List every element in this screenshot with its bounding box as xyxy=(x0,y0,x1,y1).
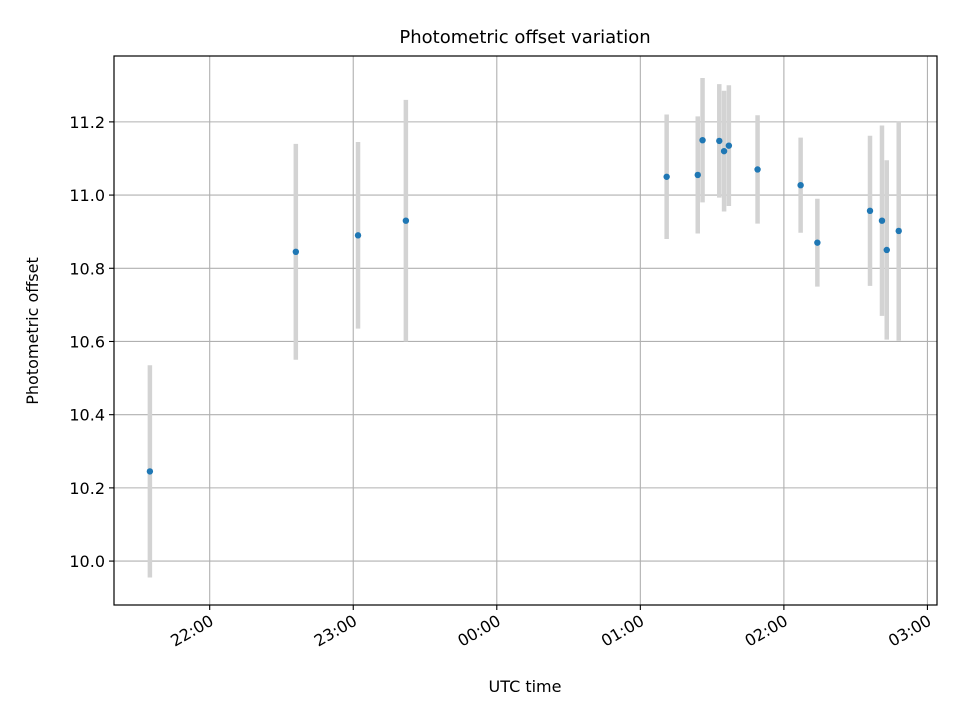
y-tick-label: 10.0 xyxy=(69,552,105,571)
y-tick-label: 11.0 xyxy=(69,186,105,205)
x-axis-label: UTC time xyxy=(489,677,562,696)
data-point xyxy=(720,147,728,155)
data-point xyxy=(814,239,821,246)
data-point xyxy=(866,207,874,215)
y-tick-label: 11.2 xyxy=(69,113,105,132)
y-axis-ticks: 10.0 10.2 10.4 10.6 10.8 11.0 11.2 xyxy=(69,113,114,571)
data-point xyxy=(725,142,733,149)
y-tick-label: 10.2 xyxy=(69,479,105,498)
y-tick-label: 10.8 xyxy=(69,259,105,278)
data-point xyxy=(716,137,723,145)
data-point xyxy=(402,217,410,224)
data-point xyxy=(663,173,670,180)
data-point xyxy=(699,136,706,144)
data-point xyxy=(797,181,804,189)
data-point xyxy=(883,246,890,254)
data-point xyxy=(754,166,761,173)
data-point xyxy=(354,232,362,239)
data-point xyxy=(878,217,886,224)
data-point xyxy=(694,171,701,179)
y-tick-label: 10.4 xyxy=(69,406,105,425)
chart-title: Photometric offset variation xyxy=(399,27,650,48)
plot-frame xyxy=(113,55,938,606)
data-point xyxy=(895,227,902,235)
data-point xyxy=(292,248,300,256)
grid xyxy=(114,56,937,605)
y-tick-label: 10.6 xyxy=(69,332,105,351)
y-axis-label: Photometric offset xyxy=(23,257,42,405)
data-point xyxy=(146,468,154,475)
data-points xyxy=(146,136,902,475)
